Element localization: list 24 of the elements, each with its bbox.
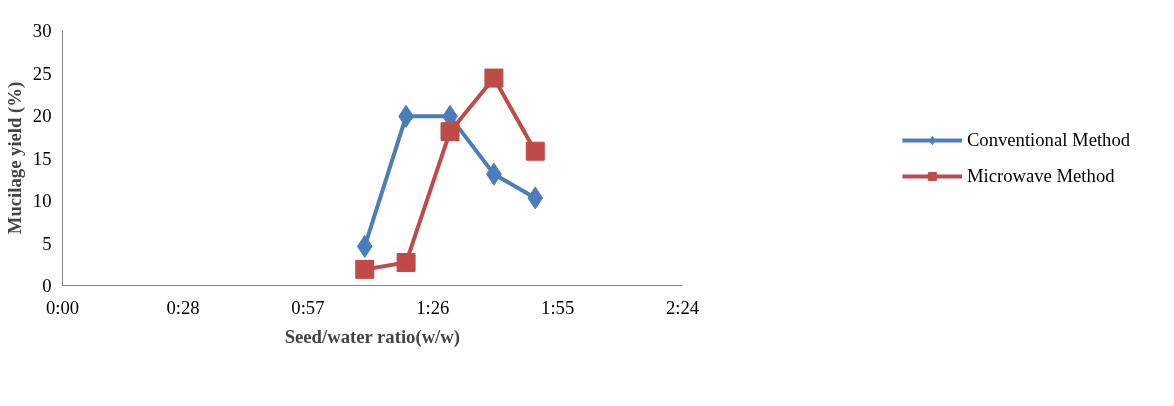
x-axis-title: Seed/water ratio(w/w)	[284, 325, 460, 348]
point	[355, 259, 375, 279]
y-tick-label: 25	[32, 62, 52, 84]
x-tick-label: 1:26	[416, 296, 450, 318]
point	[527, 186, 544, 210]
x-tick-label: 2:24	[665, 296, 700, 318]
y-tick-label: 30	[32, 20, 52, 41]
point	[440, 122, 460, 142]
y-tick-label: 5	[42, 232, 52, 254]
y-tick-label: 10	[32, 190, 52, 211]
x-tick-label: 0:57	[291, 296, 325, 318]
point	[525, 141, 545, 161]
y-axis-title: Mucilage yield (%)	[3, 81, 26, 235]
x-tick-label: 1:55	[541, 296, 575, 318]
y-tick-label: 0	[42, 275, 52, 296]
point	[356, 234, 373, 258]
point	[396, 253, 416, 273]
x-tick-label: 0:28	[166, 296, 200, 318]
y-tick-label: 20	[32, 105, 52, 126]
point	[484, 68, 504, 88]
legend-label: Conventional Method	[966, 128, 1131, 151]
y-tick-label: 15	[32, 147, 52, 169]
x-tick-label: 0:00	[45, 296, 80, 318]
legend-label: Microwave Method	[966, 164, 1115, 187]
